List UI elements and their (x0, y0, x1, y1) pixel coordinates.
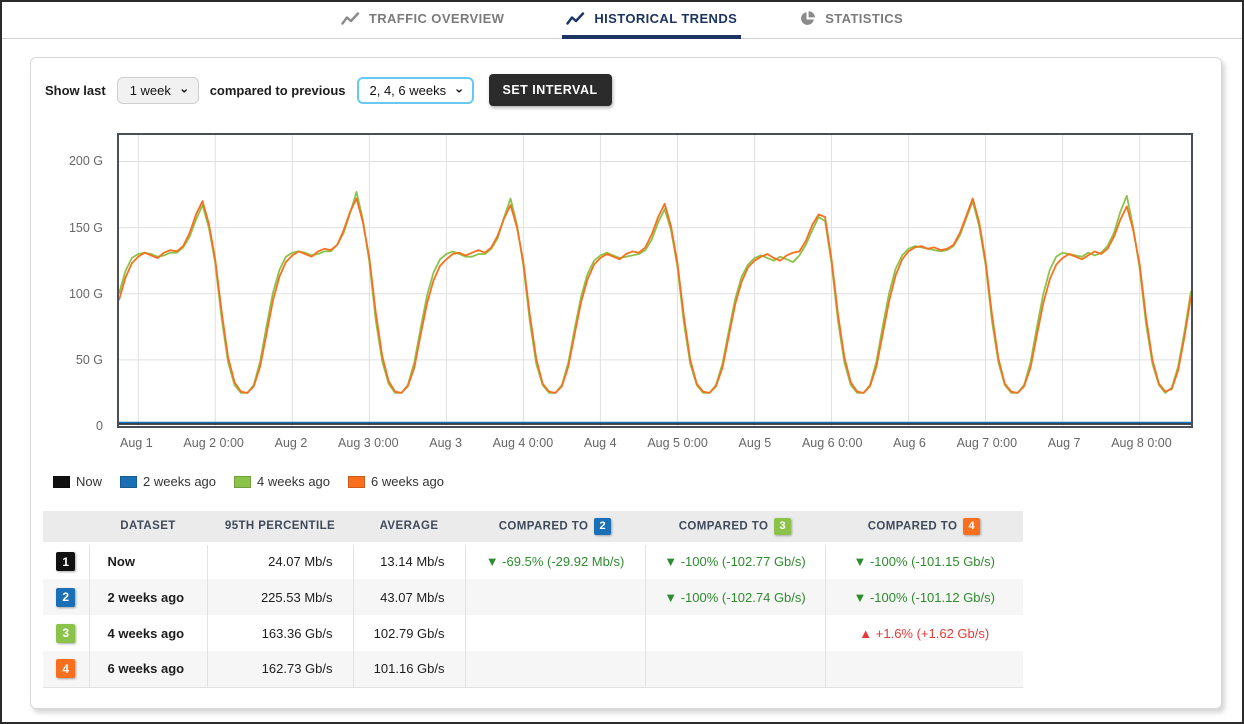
legend-item: 4 weeks ago (234, 474, 330, 489)
legend-item: 6 weeks ago (348, 474, 444, 489)
x-tick-label: Aug 4 0:00 (492, 436, 554, 450)
table-row: 4 6 weeks ago 162.73 Gb/s 101.16 Gb/s (43, 651, 1023, 687)
x-tick-label: Aug 5 (738, 436, 772, 450)
percentile-value: 225.53 Mb/s (206, 579, 353, 615)
legend-label: 2 weeks ago (143, 474, 217, 489)
table-row: 3 4 weeks ago 163.36 Gb/s 102.79 Gb/s ▲ +1.6… (43, 615, 1023, 651)
legend-swatch (234, 475, 252, 488)
tab-traffic-overview[interactable]: TRAFFIC OVERVIEW (337, 2, 508, 39)
percentile-value: 163.36 Gb/s (206, 615, 353, 651)
dataset-name: Now (88, 543, 207, 579)
table-head: DATASET 95TH PERCENTILE AVERAGE COMPARED TO… (43, 511, 1023, 545)
table-row: 2 2 weeks ago 225.53 Mb/s 43.07 Mb/s ▼ -100%… (43, 579, 1023, 615)
table-row: 1 Now 24.07 Mb/s 13.14 Mb/s ▼ -69.5% (-29.92… (43, 543, 1023, 579)
y-tick-label: 150 G (68, 220, 103, 235)
dataset-badge: 3 (774, 517, 792, 535)
legend-item: Now (53, 474, 102, 489)
plot-area (117, 133, 1193, 428)
percentile-value: 162.73 Gb/s (206, 651, 353, 687)
x-tick-label: Aug 3 0:00 (338, 436, 399, 450)
average-value: 102.79 Gb/s (352, 615, 465, 651)
tab-statistics[interactable]: STATISTICS (795, 2, 907, 39)
legend-label: Now (76, 474, 103, 489)
x-tick-label: Aug 8 0:00 (1111, 436, 1172, 450)
x-tick-label: Aug 2 (274, 436, 308, 450)
comparison-value: ▼ -69.5% (-29.92 Mb/s) (485, 554, 625, 570)
average-value: 101.16 Gb/s (352, 651, 465, 687)
show-last-select-wrap: 1 week ⌄ (116, 76, 199, 104)
line-chart-icon (566, 11, 585, 26)
pie-chart-icon (799, 10, 816, 27)
x-tick-label: Aug 3 (429, 436, 462, 450)
legend-swatch (348, 475, 366, 488)
content-card: Show last 1 week ⌄ compared to previous … (30, 57, 1222, 709)
table-body: 1 Now 24.07 Mb/s 13.14 Mb/s ▼ -69.5% (-29.92… (43, 543, 1023, 687)
line-chart-icon (341, 11, 360, 26)
comparison-table: DATASET 95TH PERCENTILE AVERAGE COMPARED TO… (43, 511, 1023, 688)
column-header-dataset: DATASET (89, 511, 207, 545)
dataset-name: 2 weeks ago (88, 579, 207, 615)
dataset-badge: 4 (963, 517, 981, 535)
average-value: 43.07 Mb/s (352, 579, 465, 615)
dataset-badge: 2 (56, 587, 76, 607)
show-last-select[interactable]: 1 week (116, 76, 199, 104)
column-header-compared: COMPARED TO 4 (825, 511, 1023, 545)
table-header-row: DATASET 95TH PERCENTILE AVERAGE COMPARED TO… (43, 511, 1023, 545)
show-last-label: Show last (45, 82, 106, 98)
dataset-name: 4 weeks ago (88, 615, 207, 651)
tab-bar: TRAFFIC OVERVIEW HISTORICAL TRENDS STATI… (2, 2, 1242, 39)
column-header-compared: COMPARED TO 2 (465, 511, 645, 545)
column-header-percentile: 95TH PERCENTILE (207, 511, 353, 545)
legend-item: 2 weeks ago (120, 474, 216, 489)
y-tick-label: 50 G (75, 352, 103, 367)
set-interval-button[interactable]: SET INTERVAL (488, 74, 612, 106)
tab-label: HISTORICAL TRENDS (594, 11, 738, 26)
x-tick-label: Aug 2 0:00 (183, 436, 244, 450)
chart-legend: Now 2 weeks ago 4 weeks ago 6 weeks ago (31, 458, 1221, 489)
column-header-compared: COMPARED TO 3 (645, 511, 825, 545)
traffic-chart: 200 G 150 G 100 G 50 G 0 (31, 133, 1221, 433)
comparison-value: ▼ -100% (-102.77 Gb/s) (664, 554, 806, 570)
compared-to-label: compared to previous (209, 82, 346, 98)
comparison-value: ▲ +1.6% (+1.62 Gb/s) (859, 625, 990, 641)
comparison-table-wrap: DATASET 95TH PERCENTILE AVERAGE COMPARED TO… (43, 511, 1221, 688)
legend-label: 6 weeks ago (371, 474, 445, 489)
percentile-value: 24.07 Mb/s (206, 543, 353, 579)
tab-historical-trends[interactable]: HISTORICAL TRENDS (562, 2, 742, 39)
comparison-value: ▼ -100% (-101.12 Gb/s) (853, 589, 995, 605)
y-tick-label: 0 (96, 419, 103, 433)
x-tick-label: Aug 6 0:00 (801, 436, 863, 450)
average-value: 13.14 Mb/s (352, 543, 465, 579)
comparison-value: ▼ -100% (-102.74 Gb/s) (664, 589, 806, 605)
legend-swatch (53, 475, 70, 488)
x-tick-label: Aug 7 0:00 (956, 436, 1018, 450)
tab-label: TRAFFIC OVERVIEW (368, 11, 505, 26)
y-tick-label: 200 G (68, 154, 103, 169)
interval-controls: Show last 1 week ⌄ compared to previous … (31, 58, 1221, 106)
y-axis-labels: 200 G 150 G 100 G 50 G 0 (31, 133, 117, 433)
dataset-badge: 1 (56, 552, 76, 572)
x-tick-label: Aug 6 (893, 436, 926, 450)
tab-label: STATISTICS (825, 11, 904, 26)
x-tick-label: Aug 1 (119, 436, 153, 450)
column-header-average: AVERAGE (353, 511, 465, 545)
legend-label: 4 weeks ago (257, 474, 331, 489)
x-tick-label: Aug 5 0:00 (647, 436, 708, 450)
x-tick-label: Aug 4 (583, 436, 617, 450)
comparison-value: ▼ -100% (-101.15 Gb/s) (853, 554, 995, 570)
legend-swatch (120, 475, 138, 488)
x-tick-label: Aug 7 (1047, 436, 1081, 450)
x-axis-labels: Aug 1 Aug 2 0:00 Aug 2 Aug 3 0:00 Aug 3 Aug 4… (117, 432, 1193, 458)
dataset-badge: 3 (56, 623, 76, 643)
compared-select[interactable]: 2, 4, 6 weeks (356, 76, 474, 104)
compared-select-wrap: 2, 4, 6 weeks ⌄ (356, 76, 474, 104)
y-tick-label: 100 G (68, 286, 103, 301)
traffic-chart-svg (119, 135, 1191, 426)
column-header-badge (43, 511, 89, 545)
dataset-badge: 4 (56, 659, 76, 679)
dataset-name: 6 weeks ago (88, 651, 207, 687)
dataset-badge: 2 (594, 517, 612, 535)
